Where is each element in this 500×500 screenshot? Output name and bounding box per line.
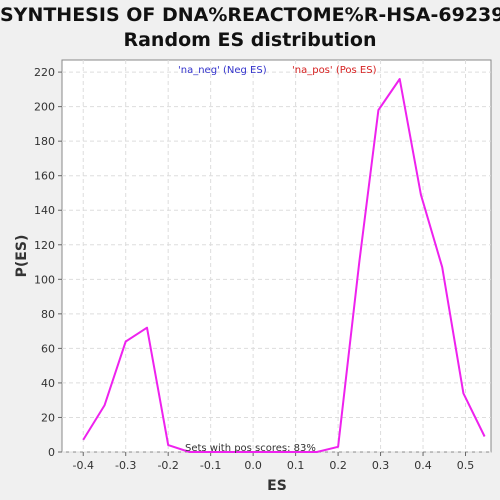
y-tick-label: 140	[34, 204, 55, 217]
legend-pos-label: 'na_pos' (Pos ES)	[292, 65, 377, 76]
grid-lines	[62, 60, 491, 453]
y-tick-label: 40	[41, 377, 55, 390]
y-axis-ticks: 0 20 40 60 80 100 120 140 160 180 200 220	[34, 66, 62, 459]
x-tick-label: 0.0	[244, 459, 262, 472]
series-group	[82, 78, 486, 453]
y-tick-label: 220	[34, 66, 55, 79]
plot-area	[61, 59, 492, 453]
y-tick-label: 180	[34, 135, 55, 148]
annotation-text: Sets with pos scores: 83%	[185, 443, 316, 454]
y-tick-label: 160	[34, 170, 55, 183]
y-tick-label: 20	[41, 411, 55, 424]
y-tick-label: 60	[41, 342, 55, 355]
x-tick-label: 0.5	[457, 459, 475, 472]
series-line	[82, 78, 486, 453]
y-tick-label: 100	[34, 273, 55, 286]
y-tick-label: 0	[48, 446, 55, 459]
x-tick-label: 0.3	[372, 459, 390, 472]
x-tick-label: 0.1	[287, 459, 305, 472]
chart-title: SYNTHESIS OF DNA%REACTOME%R-HSA-69239.5:…	[0, 0, 500, 53]
x-tick-label: 0.2	[329, 459, 347, 472]
x-axis-label: ES	[267, 478, 287, 494]
chart-title-line-1: SYNTHESIS OF DNA%REACTOME%R-HSA-69239.5:	[0, 4, 500, 26]
y-tick-label: 120	[34, 239, 55, 252]
x-tick-label: -0.3	[115, 459, 136, 472]
legend-neg-label: 'na_neg' (Neg ES)	[178, 65, 267, 76]
x-tick-label: 0.4	[414, 459, 432, 472]
y-tick-label: 200	[34, 101, 55, 114]
x-tick-label: -0.4	[73, 459, 94, 472]
chart-title-line-2: Random ES distribution	[123, 29, 377, 51]
x-tick-label: -0.2	[157, 459, 178, 472]
y-tick-label: 80	[41, 308, 55, 321]
x-axis-ticks: -0.4 -0.3 -0.2 -0.1 0.0 0.1 0.2 0.3 0.4 0.5	[73, 452, 475, 472]
x-tick-label: -0.1	[200, 459, 221, 472]
y-axis-label: P(ES)	[14, 235, 30, 278]
